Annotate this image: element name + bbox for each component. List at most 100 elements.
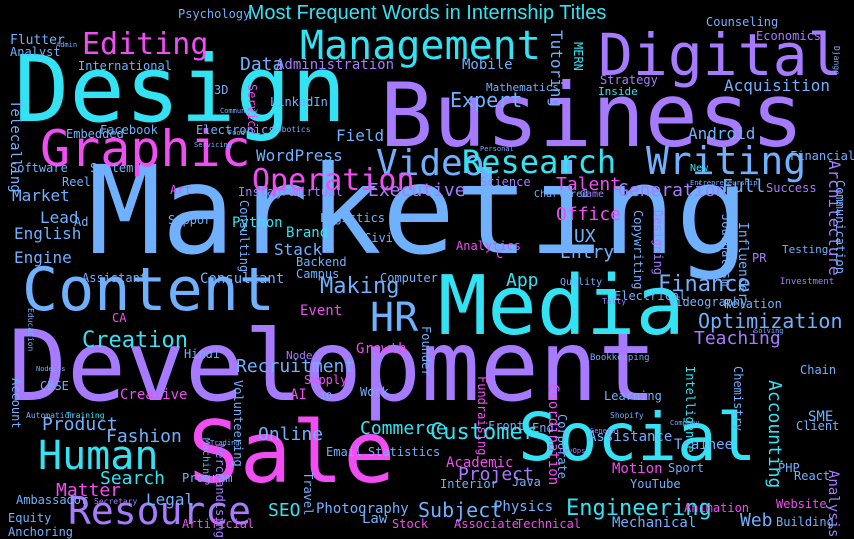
cloud-word: Computer (380, 271, 438, 285)
cloud-word: Volunteering (231, 380, 245, 467)
cloud-word: Video (376, 143, 485, 184)
cloud-word: End (532, 421, 554, 435)
cloud-word: Servicing (194, 141, 232, 149)
cloud-word: Trading (210, 439, 240, 447)
cloud-word: Design (14, 36, 347, 143)
cloud-word: Coordination (545, 384, 561, 486)
cloud-word: Development (8, 310, 658, 424)
cloud-word: Law (362, 511, 388, 527)
cloud-word: Physics (494, 499, 554, 515)
cloud-word: Assistance (588, 429, 673, 445)
cloud-word: 3D (214, 83, 229, 97)
cloud-word: Digital (598, 21, 843, 89)
cloud-word: PR (752, 251, 767, 265)
cloud-word: Writing (646, 139, 807, 183)
cloud-word: Full (722, 176, 766, 197)
cloud-word: Customer (430, 420, 536, 445)
cloud-word: Android (688, 124, 756, 143)
cloud-word: Videography (668, 295, 748, 309)
cloud-word: Market (12, 186, 70, 205)
cloud-word: Engineering (566, 496, 712, 521)
cloud-word: Science (480, 175, 531, 189)
cloud-word: Making (320, 274, 400, 299)
cloud-word: Data (240, 54, 284, 75)
cloud-word: Chartered (534, 189, 589, 200)
cloud-word: Generation (618, 180, 727, 201)
cloud-word: Software (10, 161, 68, 175)
cloud-word: Logistics (320, 211, 386, 225)
cloud-word: UX (574, 226, 596, 247)
cloud-word: Learning (604, 389, 662, 403)
cloud-word: Equity (8, 511, 52, 525)
cloud-word: Recruitment (236, 356, 356, 377)
cloud-word: Fundraising (475, 376, 489, 456)
cloud-word: Training (66, 411, 105, 420)
cloud-word: Human (38, 433, 159, 479)
cloud-word: Trainee (674, 437, 734, 453)
cloud-word: English (14, 224, 82, 243)
cloud-word: Backend (296, 255, 347, 269)
cloud-word: Operation (252, 163, 415, 198)
cloud-word: Sale (188, 403, 396, 503)
cloud-word: Virtual (292, 185, 343, 199)
cloud-word: CBSE (40, 379, 69, 393)
cloud-word: Flutter (10, 33, 65, 48)
cloud-word: Entrepreneurship (690, 179, 758, 187)
cloud-word: Expert (450, 88, 523, 112)
cloud-word: Stock (392, 517, 429, 531)
cloud-word: Copywriting (631, 210, 645, 290)
cloud-word: Consultant (200, 271, 285, 287)
cloud-word: Website (776, 497, 827, 511)
cloud-word: Mobile (462, 57, 513, 73)
cloud-word: PHP (778, 461, 800, 475)
cloud-word: Ambassador (16, 493, 89, 507)
cloud-word: Assistant (82, 271, 148, 285)
cloud-word: Interior (440, 477, 498, 491)
cloud-word: Node (286, 349, 313, 362)
cloud-word: Instagram (238, 185, 304, 199)
cloud-word: HR (370, 295, 419, 341)
cloud-word: Secretary (94, 497, 138, 506)
cloud-word: Client (796, 419, 840, 433)
cloud-word: Finance (658, 272, 751, 297)
cloud-word: Stack (274, 240, 323, 259)
cloud-word: AI (290, 387, 307, 403)
cloud-word: Search (100, 468, 166, 489)
cloud-word: Personal (480, 145, 514, 153)
cloud-word: Food (228, 129, 245, 137)
cloud-word: International (78, 59, 172, 73)
cloud-word: Java (512, 475, 541, 489)
cloud-word: Front (488, 419, 525, 433)
cloud-word: Civil (364, 231, 401, 245)
cloud-word: Web (740, 510, 773, 531)
cloud-word: Program (182, 471, 233, 485)
cloud-word: Electrical (614, 289, 687, 303)
cloud-word: Embedded (66, 127, 124, 141)
cloud-word: Photography (316, 501, 409, 517)
cloud-word: Solving (754, 327, 784, 335)
cloud-word: Tally (602, 297, 627, 306)
cloud-word: Motion (612, 461, 663, 477)
cloud-word: Travel (301, 472, 315, 516)
cloud-word: Electronics (196, 123, 276, 137)
cloud-word: Shopify (610, 411, 644, 420)
cloud-word: React (794, 469, 831, 483)
cloud-word: Django (832, 46, 841, 75)
cloud-word: Automation (26, 411, 75, 420)
cloud-word: Accounting (764, 380, 785, 489)
cloud-word: Office (556, 204, 622, 225)
cloud-word: Ad (74, 215, 89, 229)
cloud-word: Bookkeeping (590, 353, 650, 363)
cloud-word: Product (42, 414, 118, 435)
cloud-word: Academic (446, 455, 514, 471)
cloud-word: Intelligence (683, 366, 697, 453)
cloud-word: Engine (14, 248, 72, 267)
cloud-word: Executive (368, 180, 466, 201)
cloud-word: Anchoring (8, 525, 74, 539)
cloud-word: Analysis (825, 470, 841, 538)
cloud-word: Social (518, 399, 757, 476)
cloud-word: Business (380, 64, 804, 167)
cloud-word: Mechanical (612, 515, 697, 531)
cloud-word: Reel (62, 175, 91, 189)
cloud-word: Work (360, 385, 389, 399)
